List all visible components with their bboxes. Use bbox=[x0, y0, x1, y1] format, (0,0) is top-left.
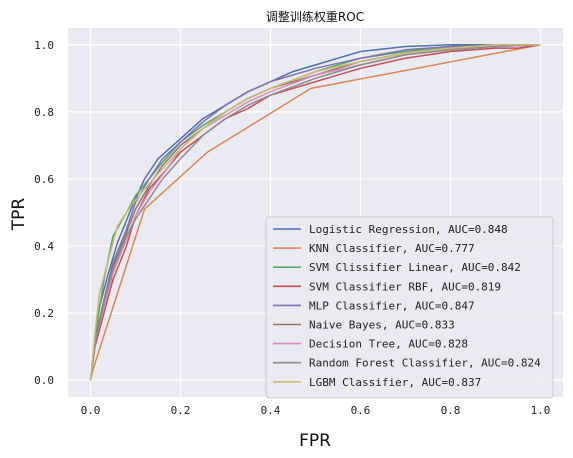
x-tick-label: 0.6 bbox=[351, 404, 371, 417]
legend-label: SVM Clissifier Linear, AUC=0.842 bbox=[309, 261, 521, 274]
chart-title: 调整训练权重ROC bbox=[266, 9, 364, 24]
series-line-7 bbox=[89, 44, 541, 381]
legend-label: Random Forest Classifier, AUC=0.824 bbox=[309, 357, 541, 370]
legend-label: LGBM Classifier, AUC=0.837 bbox=[309, 376, 481, 389]
y-tick-label: 0.8 bbox=[34, 106, 54, 119]
legend-box bbox=[265, 216, 554, 399]
legend-label: Logistic Regression, AUC=0.848 bbox=[309, 223, 508, 236]
y-tick-label: 0.2 bbox=[34, 307, 54, 320]
legend-label: Naive Bayes, AUC=0.833 bbox=[309, 319, 455, 332]
series-lines bbox=[89, 44, 541, 381]
y-tick-label: 0.6 bbox=[34, 173, 54, 186]
series-line-8 bbox=[89, 44, 541, 381]
legend-label: MLP Classifier, AUC=0.847 bbox=[309, 299, 475, 312]
y-tick-label: 1.0 bbox=[34, 39, 54, 52]
y-tick-label: 0.0 bbox=[34, 374, 54, 387]
series-line-4 bbox=[89, 44, 541, 381]
legend: Logistic Regression, AUC=0.848 KNN Classi… bbox=[265, 216, 554, 399]
x-axis-title: FPR bbox=[299, 431, 331, 451]
y-axis-title: TPR bbox=[9, 198, 29, 232]
x-tick-label: 0.2 bbox=[171, 404, 191, 417]
legend-label: Decision Tree, AUC=0.828 bbox=[309, 338, 468, 351]
series-line-1 bbox=[89, 44, 541, 381]
legend-label: KNN Classifier, AUC=0.777 bbox=[309, 242, 475, 255]
grid bbox=[68, 28, 563, 397]
tick-labels: 0.0 0.2 0.4 0.6 0.8 1.0 0.0 0.2 0.4 0.6 0.8 1.0 bbox=[34, 39, 550, 417]
x-tick-label: 0.8 bbox=[441, 404, 461, 417]
x-tick-label: 0.0 bbox=[81, 404, 101, 417]
legend-label: SVM Classifier RBF, AUC=0.819 bbox=[309, 280, 501, 293]
series-line-2 bbox=[89, 44, 541, 381]
y-tick-label: 0.4 bbox=[34, 240, 54, 253]
x-tick-label: 0.4 bbox=[261, 404, 281, 417]
x-tick-label: 1.0 bbox=[531, 404, 551, 417]
